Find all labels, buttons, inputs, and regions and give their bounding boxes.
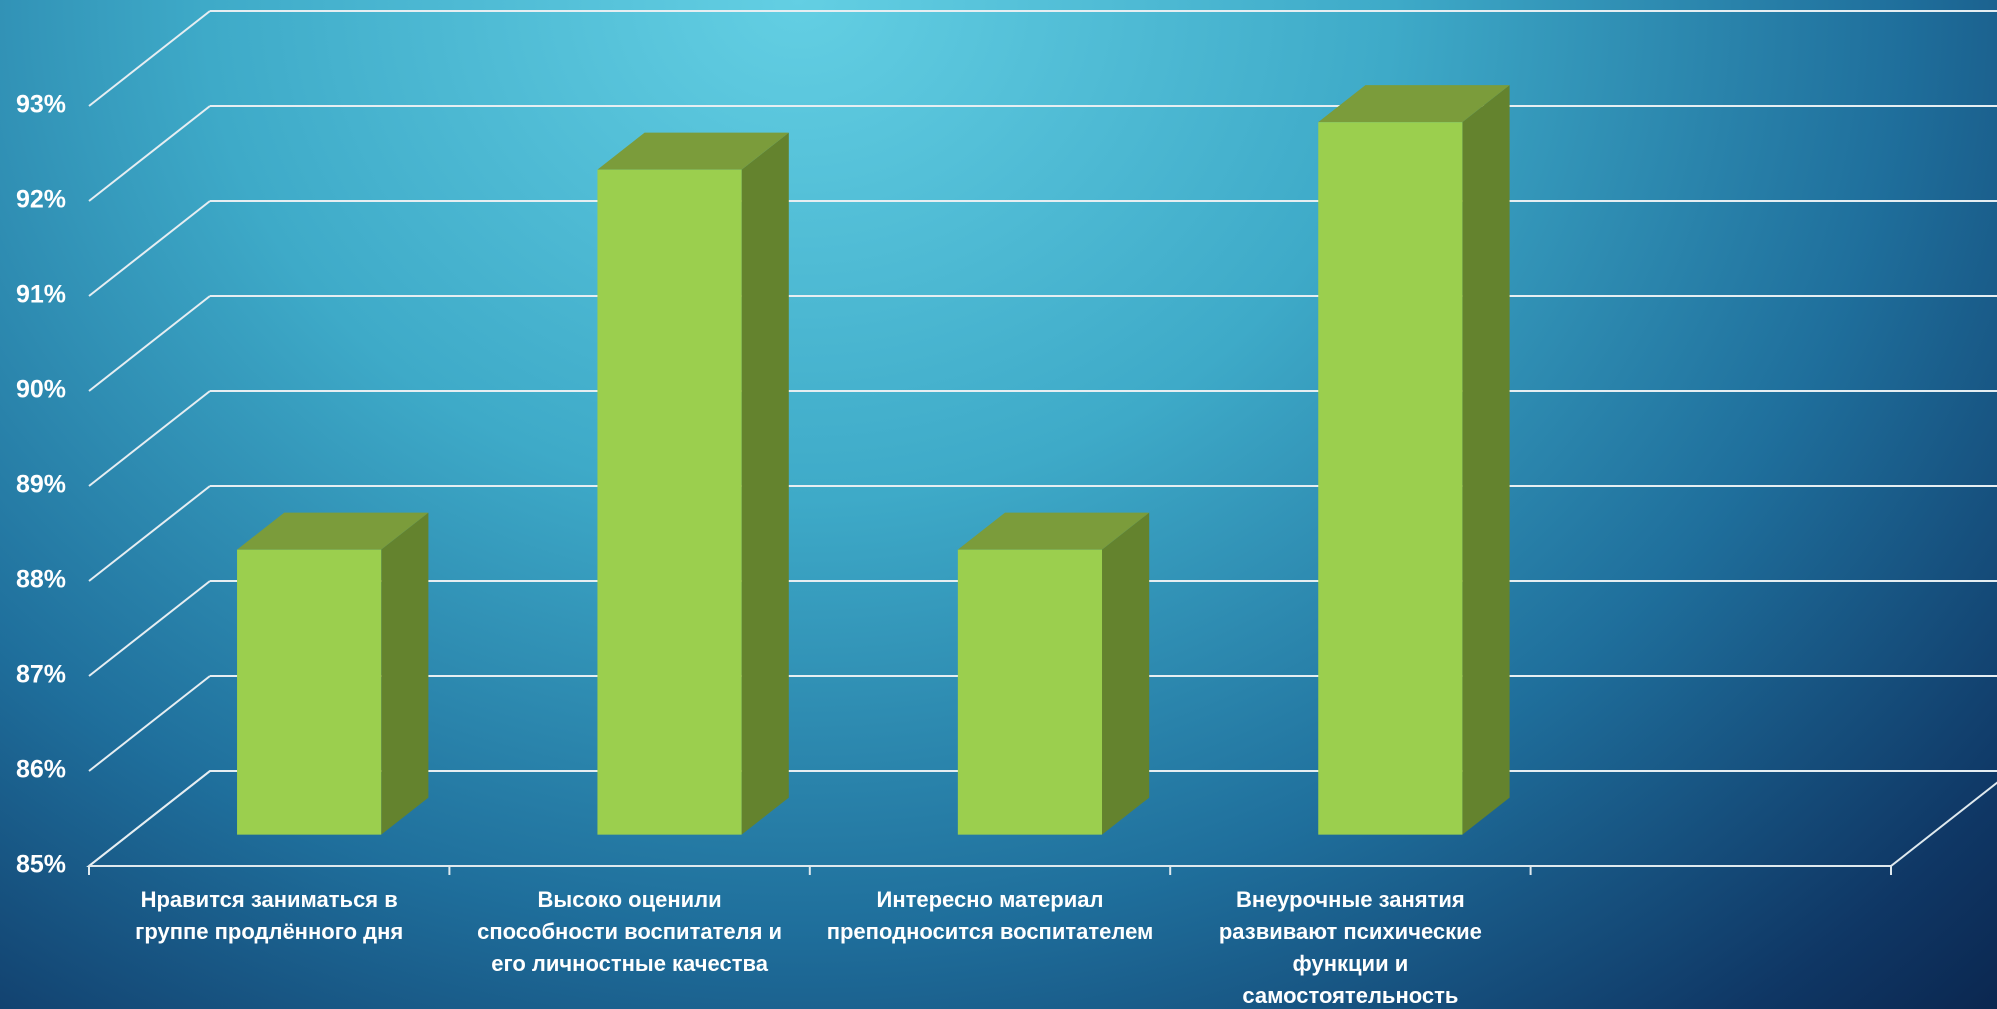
y-tick-label: 86% — [16, 756, 66, 784]
y-tick-label: 90% — [16, 376, 66, 404]
grid-line — [88, 295, 211, 392]
y-tick-label: 91% — [16, 281, 66, 309]
y-tick-label: 89% — [16, 471, 66, 499]
x-tick-label: Нравится заниматься в группе продлённого… — [135, 887, 404, 944]
bar-side — [1102, 512, 1150, 835]
x-tick-label: Интересно материал преподносится воспита… — [826, 887, 1154, 944]
grid-line — [88, 770, 211, 867]
grid-line — [88, 200, 211, 297]
grid-line — [88, 675, 211, 772]
bar-side — [381, 512, 429, 835]
x-tick-label: Высоко оценили способности воспитателя и… — [477, 887, 783, 976]
bar — [597, 169, 742, 835]
bar-top — [237, 512, 429, 550]
bar — [237, 549, 382, 835]
grid-line — [88, 10, 211, 107]
grid-line — [88, 105, 211, 202]
bar-top — [957, 512, 1150, 550]
x-tick-label: Внеурочные занятия развивают психические… — [1218, 887, 1482, 1008]
bar — [1318, 122, 1463, 835]
y-tick-label: 87% — [16, 661, 66, 689]
bar — [957, 549, 1103, 835]
y-tick-label: 88% — [16, 566, 66, 594]
bar-side — [1462, 85, 1510, 835]
grid-line — [88, 580, 211, 677]
grid-line — [88, 390, 211, 487]
y-tick-label: 92% — [16, 186, 66, 214]
bar-top — [1318, 85, 1510, 123]
y-tick-label: 93% — [16, 91, 66, 119]
bar-side — [741, 132, 789, 835]
y-tick-label: 85% — [16, 851, 66, 879]
grid-line — [88, 485, 211, 582]
bar-top — [597, 132, 789, 170]
